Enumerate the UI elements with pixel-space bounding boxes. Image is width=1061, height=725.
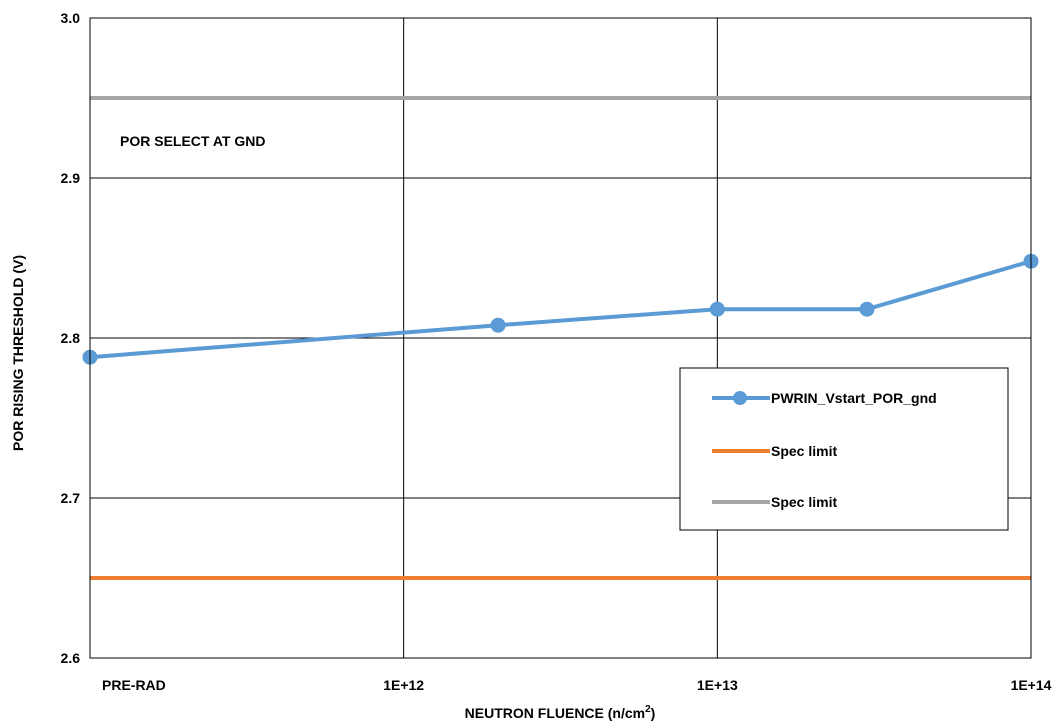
- data-point: [709, 301, 725, 317]
- x-axis-title-sup: 2: [645, 704, 651, 715]
- series-layer: [82, 96, 1039, 580]
- x-tick-label: 1E+14: [1011, 677, 1052, 693]
- y-tick-label: 3.0: [61, 10, 81, 26]
- legend-item-pwrin: PWRIN_Vstart_POR_gnd: [712, 390, 937, 406]
- y-tick-label: 2.7: [61, 490, 81, 506]
- annotation-por-select: POR SELECT AT GND: [120, 133, 265, 149]
- legend-item-spec-lower: Spec limit: [712, 443, 837, 459]
- y-tick-label: 2.8: [61, 330, 81, 346]
- legend-label-spec-upper: Spec limit: [771, 494, 837, 510]
- x-axis-title: NEUTRON FLUENCE (n/cm2): [465, 704, 656, 721]
- legend: PWRIN_Vstart_POR_gnd Spec limit Spec lim…: [679, 367, 1009, 531]
- legend-item-spec-upper: Spec limit: [712, 494, 837, 510]
- x-tick-label: PRE-RAD: [102, 677, 166, 693]
- legend-label-spec-lower: Spec limit: [771, 443, 837, 459]
- y-tick-label: 2.6: [61, 650, 81, 666]
- plot-frame: [89, 17, 1032, 659]
- x-tick-label: 1E+13: [697, 677, 738, 693]
- data-point: [859, 301, 875, 317]
- legend-label-pwrin: PWRIN_Vstart_POR_gnd: [771, 390, 937, 406]
- x-axis-title-end: ): [651, 705, 656, 721]
- y-axis-title: POR RISING THRESHOLD (V): [10, 255, 26, 451]
- y-tick-labels: 2.6 2.7 2.8 2.9 3.0: [61, 10, 81, 666]
- x-tick-label: 1E+12: [383, 677, 424, 693]
- y-tick-label: 2.9: [61, 170, 81, 186]
- series-line-0: [89, 259, 1032, 360]
- x-tick-labels: PRE-RAD 1E+12 1E+13 1E+14: [102, 677, 1052, 693]
- data-point: [490, 317, 506, 333]
- x-axis-title-main: NEUTRON FLUENCE (n/cm: [465, 705, 645, 721]
- legend-marker-pwrin: [733, 391, 747, 405]
- grid: [89, 17, 1032, 659]
